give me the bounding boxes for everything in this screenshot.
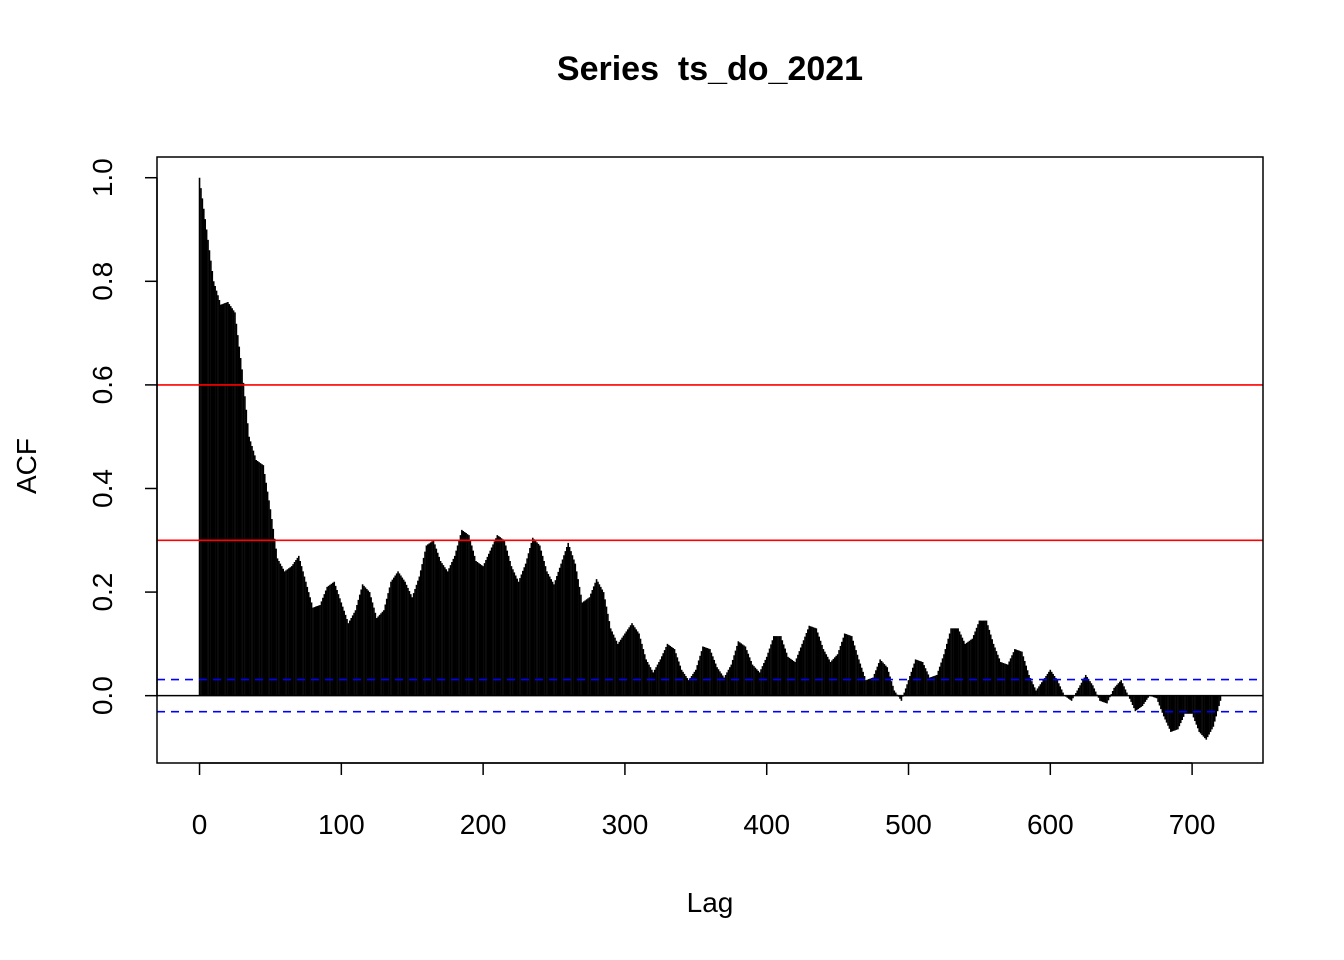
x-tick-label: 0 [192,809,208,840]
plot-frame [156,156,1264,764]
x-axis-label: Lag [687,887,734,918]
x-tick-label: 300 [602,809,649,840]
plot-area [157,177,1263,740]
x-tick-label: 700 [1169,809,1216,840]
x-tick-label: 600 [1027,809,1074,840]
x-tick-label: 200 [460,809,507,840]
y-tick-label: 0.4 [87,469,118,508]
y-tick-label: 0.6 [87,365,118,404]
y-tick-label: 0.8 [87,262,118,301]
x-tick-label: 400 [743,809,790,840]
x-tick-label: 500 [885,809,932,840]
chart-title: Series ts_do_2021 [557,50,863,88]
y-tick-label: 1.0 [87,158,118,197]
x-axis: 0 100 200 300 400 500 600 700 [192,762,1216,840]
y-axis: 0.0 0.2 0.4 0.6 0.8 1.0 [87,158,158,715]
x-tick-label: 100 [318,809,365,840]
y-tick-label: 0.0 [87,676,118,715]
y-axis-label: ACF [11,438,42,494]
y-tick-label: 0.2 [87,573,118,612]
